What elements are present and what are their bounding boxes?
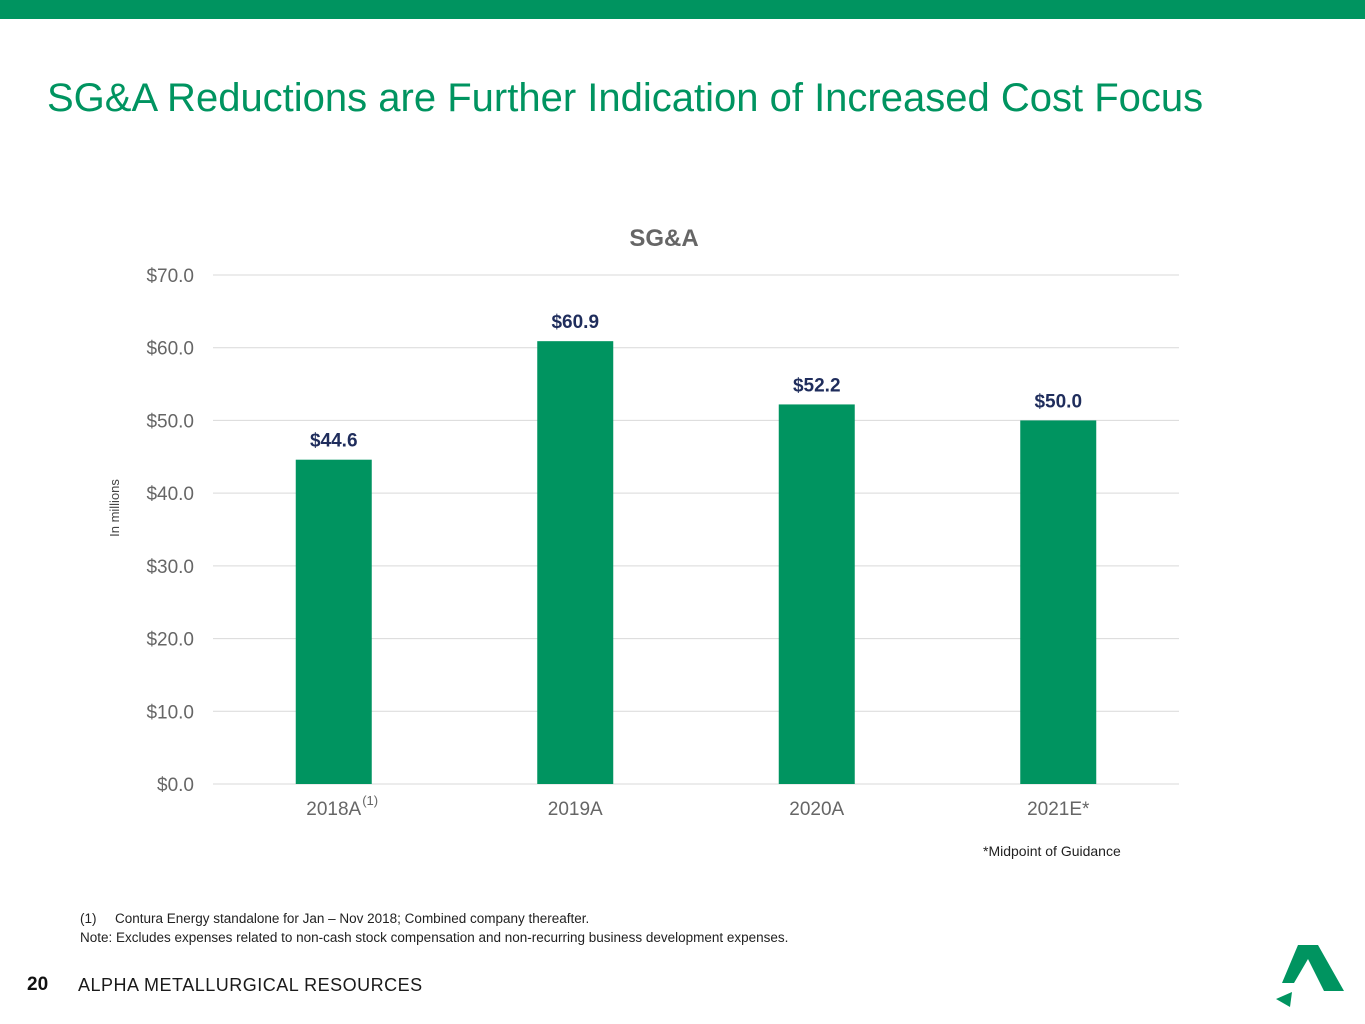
x-tick-label: 2021E* [1027,799,1090,820]
x-tick-label: 2019A [548,799,603,820]
sga-bar-chart: SG&A $0.0$10.0$20.0$30.0$40.0$50.0$60.0$… [107,225,1179,820]
bar-2018a [295,459,372,784]
data-label: $44.6 [310,431,358,452]
footnote-note: Note: Excludes expenses related to non-c… [80,928,788,947]
guidance-note: *Midpoint of Guidance [983,843,1121,859]
footnotes: (1) Contura Energy standalone for Jan – N… [80,909,788,947]
x-tick-label: 2018A [306,799,361,820]
page-number: 20 [27,974,49,995]
y-tick-label: $70.0 [146,266,194,287]
data-labels: $44.6 $60.9 $52.2 $50.0 [310,312,1082,452]
data-label: $50.0 [1034,391,1082,412]
x-tick-label: 2020A [789,799,844,820]
data-label: $60.9 [551,312,599,333]
y-tick-label: $30.0 [146,557,194,578]
footnote-text: Contura Energy standalone for Jan – Nov … [115,911,590,926]
bar-2019a [537,341,614,784]
y-tick-label: $40.0 [146,484,194,505]
y-tick-label: $0.0 [157,775,194,796]
y-tick-label: $10.0 [146,702,194,723]
top-accent-bar [0,0,1365,19]
bar-2021e [1020,420,1097,784]
slide-title: SG&A Reductions are Further Indication o… [47,76,1204,120]
footnote-text: Note: Excludes expenses related to non-c… [80,930,789,945]
bar-2020a [778,404,855,784]
y-axis-label: In millions [107,479,122,537]
company-name: ALPHA METALLURGICAL RESOURCES [78,975,423,995]
y-tick-label: $20.0 [146,630,194,651]
y-tick-label: $60.0 [146,339,194,360]
gridlines [213,274,1179,785]
bars [295,341,1097,784]
x-axis-ticks: 2018A (1) 2019A 2020A 2021E* [306,793,1090,820]
chart-title: SG&A [629,225,698,252]
alpha-logo-icon [1276,945,1344,1007]
x-tick-superscript: (1) [362,793,378,808]
footnote-1: (1) Contura Energy standalone for Jan – N… [80,909,788,928]
footnote-marker: (1) [80,911,97,926]
data-label: $52.2 [793,375,841,396]
y-axis-ticks: $0.0 $10.0 $20.0 $30.0 $40.0 $50.0 $60.0 $70.0 [146,266,194,796]
y-tick-label: $50.0 [146,411,194,432]
